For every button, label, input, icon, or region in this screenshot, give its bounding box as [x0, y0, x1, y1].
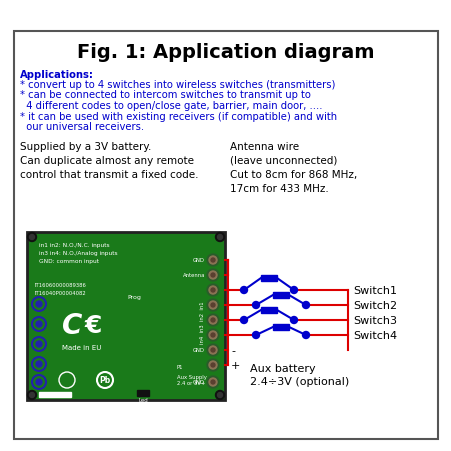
Circle shape [211, 348, 215, 352]
Text: Fig. 1: Application diagram: Fig. 1: Application diagram [77, 43, 374, 62]
Text: * convert up to 4 switches into wireless switches (transmitters): * convert up to 4 switches into wireless… [20, 80, 335, 90]
Circle shape [211, 380, 215, 384]
Circle shape [207, 299, 219, 311]
Circle shape [211, 363, 215, 367]
Text: IT16060000089386: IT16060000089386 [35, 282, 87, 287]
Text: Switch2: Switch2 [352, 300, 396, 310]
Circle shape [208, 301, 216, 309]
Circle shape [208, 272, 216, 279]
Circle shape [207, 359, 219, 371]
Circle shape [215, 233, 224, 242]
Text: IT16040P00004082: IT16040P00004082 [35, 290, 87, 295]
Bar [137, 390, 149, 396]
Circle shape [207, 285, 219, 296]
Text: in3 in4: N.O./Analog inputs: in3 in4: N.O./Analog inputs [39, 250, 117, 255]
Text: GND: GND [193, 348, 205, 353]
Text: our universal receivers.: our universal receivers. [20, 122, 144, 132]
Circle shape [36, 341, 42, 347]
Circle shape [240, 317, 247, 324]
Text: Prog: Prog [127, 295, 141, 299]
Circle shape [36, 379, 42, 385]
Circle shape [302, 332, 309, 339]
Text: Aux Supply
2.4 or 3V+: Aux Supply 2.4 or 3V+ [177, 374, 207, 385]
Text: in4  in3  in2  in1: in4 in3 in2 in1 [200, 301, 205, 344]
Circle shape [211, 288, 215, 292]
Text: Made in EU: Made in EU [62, 344, 101, 350]
Text: Aux battery
2.4÷3V (optional): Aux battery 2.4÷3V (optional) [249, 363, 349, 387]
Circle shape [29, 393, 34, 398]
Text: -: - [230, 345, 235, 355]
Circle shape [217, 393, 222, 398]
Text: Switch1: Switch1 [352, 285, 396, 295]
Circle shape [211, 333, 215, 337]
Circle shape [207, 254, 219, 267]
Circle shape [208, 378, 216, 386]
Text: in1 in2: N.O./N.C. inputs: in1 in2: N.O./N.C. inputs [39, 243, 110, 248]
Text: GND: GND [193, 380, 205, 385]
Bar [260, 307, 276, 313]
Circle shape [208, 286, 216, 295]
Text: Pb: Pb [99, 376, 110, 385]
Circle shape [36, 321, 42, 327]
Circle shape [211, 318, 215, 322]
Text: Applications:: Applications: [20, 70, 94, 80]
Circle shape [211, 304, 215, 307]
Circle shape [208, 316, 216, 324]
Circle shape [208, 331, 216, 339]
Circle shape [240, 287, 247, 294]
Text: * can be connected to intercom switches to transmit up to: * can be connected to intercom switches … [20, 90, 310, 100]
Text: Switch4: Switch4 [352, 330, 396, 340]
Circle shape [290, 317, 297, 324]
Text: C: C [61, 311, 82, 339]
Circle shape [211, 273, 215, 277]
Circle shape [207, 376, 219, 388]
Text: P1: P1 [177, 364, 183, 369]
Text: GND: GND [193, 258, 205, 263]
Text: Antenna: Antenna [182, 273, 205, 278]
Circle shape [252, 332, 259, 339]
Circle shape [252, 302, 259, 309]
Circle shape [208, 346, 216, 354]
Circle shape [217, 235, 222, 240]
Bar [39, 392, 71, 397]
Circle shape [207, 344, 219, 356]
Text: Supplied by a 3V battery.
Can duplicate almost any remote
control that transmit : Supplied by a 3V battery. Can duplicate … [20, 142, 198, 179]
Circle shape [29, 235, 34, 240]
Bar [272, 324, 288, 330]
Circle shape [207, 329, 219, 341]
Bar [260, 276, 276, 281]
Circle shape [28, 391, 37, 400]
Circle shape [215, 391, 224, 400]
Text: GND: common input: GND: common input [39, 258, 99, 263]
Text: * it can be used with existing receivers (if compatible) and with: * it can be used with existing receivers… [20, 111, 336, 121]
Circle shape [207, 314, 219, 326]
Text: Switch3: Switch3 [352, 315, 396, 325]
Circle shape [36, 301, 42, 307]
Circle shape [208, 361, 216, 369]
Circle shape [211, 258, 215, 262]
Bar [27, 232, 225, 400]
Circle shape [207, 269, 219, 281]
Text: Led: Led [138, 397, 147, 402]
Text: 4 different codes to open/close gate, barrier, main door, ....: 4 different codes to open/close gate, ba… [20, 101, 322, 111]
Text: +: + [230, 360, 240, 370]
Text: €: € [85, 313, 102, 337]
Circle shape [28, 233, 37, 242]
Text: Antenna wire
(leave unconnected)
Cut to 8cm for 868 MHz,
17cm for 433 MHz.: Antenna wire (leave unconnected) Cut to … [230, 142, 356, 193]
Circle shape [36, 361, 42, 367]
Circle shape [208, 257, 216, 264]
Circle shape [302, 302, 309, 309]
Bar [272, 292, 288, 299]
Circle shape [290, 287, 297, 294]
